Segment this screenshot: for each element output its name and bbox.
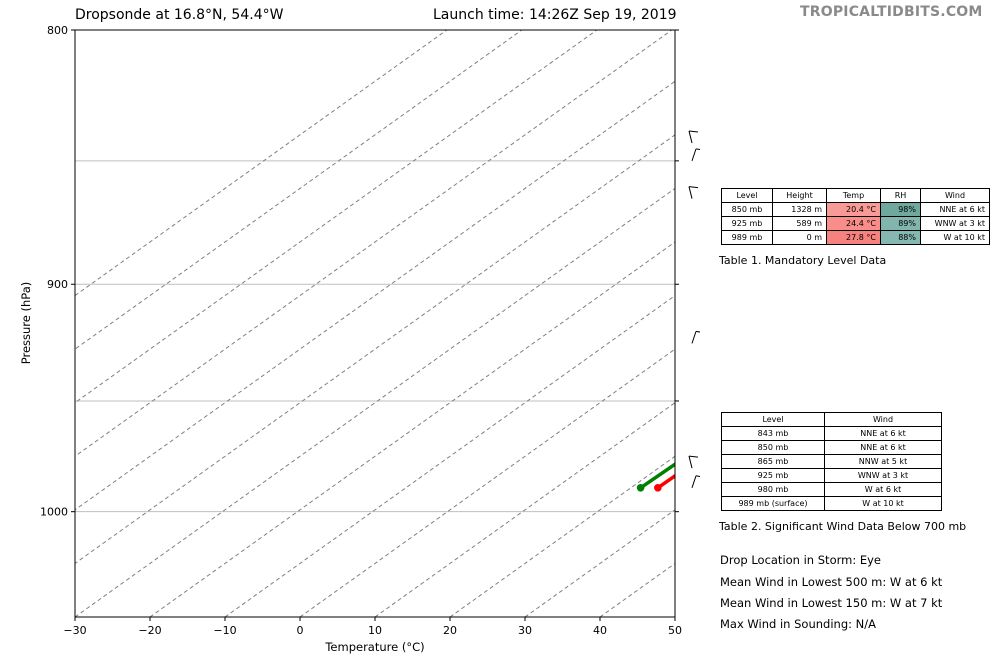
isotherm-line <box>75 80 675 511</box>
table1-row: 925 mb 589 m 24.4 °C 89% WNW at 3 kt <box>721 216 990 231</box>
chart-title-left: Dropsonde at 16.8°N, 54.4°W <box>75 7 284 23</box>
table2-cell-level: 925 mb <box>721 468 825 483</box>
table1-cell-wind: NNE at 6 kt <box>920 202 990 217</box>
x-tick-label: 20 <box>443 624 457 637</box>
table2-cell-wind: NNE at 6 kt <box>824 440 942 455</box>
wind-barb <box>691 475 700 488</box>
y-tick-label: 1000 <box>40 506 68 519</box>
table2-header-level: Level <box>721 412 825 427</box>
table1-header-wind: Wind <box>920 188 990 203</box>
plot-frame <box>74 29 676 618</box>
table1-cell-level: 989 mb <box>721 230 773 245</box>
table1-header-rh: RH <box>880 188 921 203</box>
table2-header-row: Level Wind <box>721 412 942 427</box>
isotherm-line <box>75 30 523 350</box>
table2-cell-wind: WNW at 3 kt <box>824 468 942 483</box>
table1-caption: Table 1. Mandatory Level Data <box>719 254 887 267</box>
y-tick-label: 900 <box>47 278 68 291</box>
table1-header-temp: Temp <box>826 188 881 203</box>
x-tick-label: 40 <box>593 624 607 637</box>
table1-header-height: Height <box>772 188 827 203</box>
wind-barb <box>688 186 699 199</box>
isotherm-line <box>224 294 675 617</box>
x-tick-label: 50 <box>668 624 682 637</box>
table1-header-level: Level <box>721 188 773 203</box>
table1-cell-height: 589 m <box>772 216 827 231</box>
isotherm-line <box>674 616 675 617</box>
table2-cell-level: 865 mb <box>721 454 825 469</box>
x-tick-label: 10 <box>368 624 382 637</box>
isotherm-line <box>299 348 675 617</box>
table2-row: 989 mb (surface) W at 10 kt <box>721 496 942 511</box>
table1-header-row: Level Height Temp RH Wind <box>721 188 990 203</box>
profile-line <box>639 462 675 490</box>
table1-row: 850 mb 1328 m 20.4 °C 98% NNE at 6 kt <box>721 202 990 217</box>
table2-header-wind: Wind <box>824 412 942 427</box>
wind-barb <box>688 455 699 469</box>
isotherm-line <box>449 455 675 617</box>
x-tick-label: −10 <box>213 624 236 637</box>
table1-cell-wind: W at 10 kt <box>920 230 990 245</box>
mandatory-level-table: Level Height Temp RH Wind 850 mb 1328 m … <box>721 188 990 245</box>
profile-point <box>636 484 645 492</box>
isotherm-line <box>75 30 673 457</box>
table2-row: 925 mb WNW at 3 kt <box>721 468 942 483</box>
table2-cell-wind: NNE at 6 kt <box>824 426 942 441</box>
isotherm-line <box>75 30 448 297</box>
table2-cell-level: 850 mb <box>721 440 825 455</box>
chart-title-right: Launch time: 14:26Z Sep 19, 2019 <box>433 7 677 23</box>
y-axis-label: Pressure (hPa) <box>19 282 33 365</box>
max-wind-text: Max Wind in Sounding: N/A <box>720 617 876 631</box>
table1-cell-rh: 98% <box>880 202 921 217</box>
profile-point <box>654 484 662 492</box>
table2-row: 980 mb W at 6 kt <box>721 482 942 497</box>
skew-t-chart: −30 −20 −10 0 10 20 30 40 50 800 900 1000 Temperatu… <box>19 24 700 654</box>
x-axis-label: Temperature (°C) <box>324 640 424 654</box>
x-tick-label: 0 <box>297 624 304 637</box>
y-tick-label: 800 <box>47 24 68 37</box>
significant-wind-table: Level Wind 843 mb NNE at 6 kt 850 mb NNE… <box>721 412 942 511</box>
table1-cell-temp: 24.4 °C <box>826 216 881 231</box>
site-watermark: TROPICALTIDBITS.COM <box>800 4 983 20</box>
mean-wind-500-text: Mean Wind in Lowest 500 m: W at 6 kt <box>720 575 943 589</box>
table2-cell-wind: W at 6 kt <box>824 482 942 497</box>
table1-cell-rh: 88% <box>880 230 921 245</box>
table2-cell-wind: NNW at 5 kt <box>824 454 942 469</box>
table2-row: 843 mb NNE at 6 kt <box>721 426 942 441</box>
x-tick-label: −30 <box>63 624 86 637</box>
drop-location-text: Drop Location in Storm: Eye <box>720 553 882 567</box>
table1-cell-height: 0 m <box>772 230 827 245</box>
table1-cell-wind: WNW at 3 kt <box>920 216 990 231</box>
isotherm-line <box>599 562 675 617</box>
table1-cell-temp: 27.8 °C <box>826 230 881 245</box>
x-tick-label: −20 <box>138 624 161 637</box>
mean-wind-150-text: Mean Wind in Lowest 150 m: W at 7 kt <box>720 596 943 610</box>
isotherm-line <box>75 134 675 565</box>
table1-cell-level: 850 mb <box>721 202 773 217</box>
table1-cell-rh: 89% <box>880 216 921 231</box>
table2-cell-level: 980 mb <box>721 482 825 497</box>
profile-line <box>656 473 675 490</box>
table1-cell-height: 1328 m <box>772 202 827 217</box>
table1-cell-level: 925 mb <box>721 216 773 231</box>
table2-row: 850 mb NNE at 6 kt <box>721 440 942 455</box>
wind-barb <box>691 148 700 162</box>
isotherm-line <box>374 402 675 617</box>
isotherm-line <box>75 187 675 617</box>
table2-row: 865 mb NNW at 5 kt <box>721 454 942 469</box>
table1-row: 989 mb 0 m 27.8 °C 88% W at 10 kt <box>721 230 990 245</box>
isotherm-line <box>149 241 675 617</box>
isotherm-line <box>75 30 598 404</box>
table2-cell-level: 843 mb <box>721 426 825 441</box>
table2-cell-level: 989 mb (surface) <box>721 496 825 511</box>
table2-caption: Table 2. Significant Wind Data Below 700… <box>719 520 967 533</box>
x-tick-label: 30 <box>518 624 532 637</box>
wind-barb <box>688 130 699 144</box>
table2-cell-wind: W at 10 kt <box>824 496 942 511</box>
table1-cell-temp: 20.4 °C <box>826 202 881 217</box>
isotherm-line <box>524 509 675 617</box>
wind-barb <box>691 330 700 344</box>
